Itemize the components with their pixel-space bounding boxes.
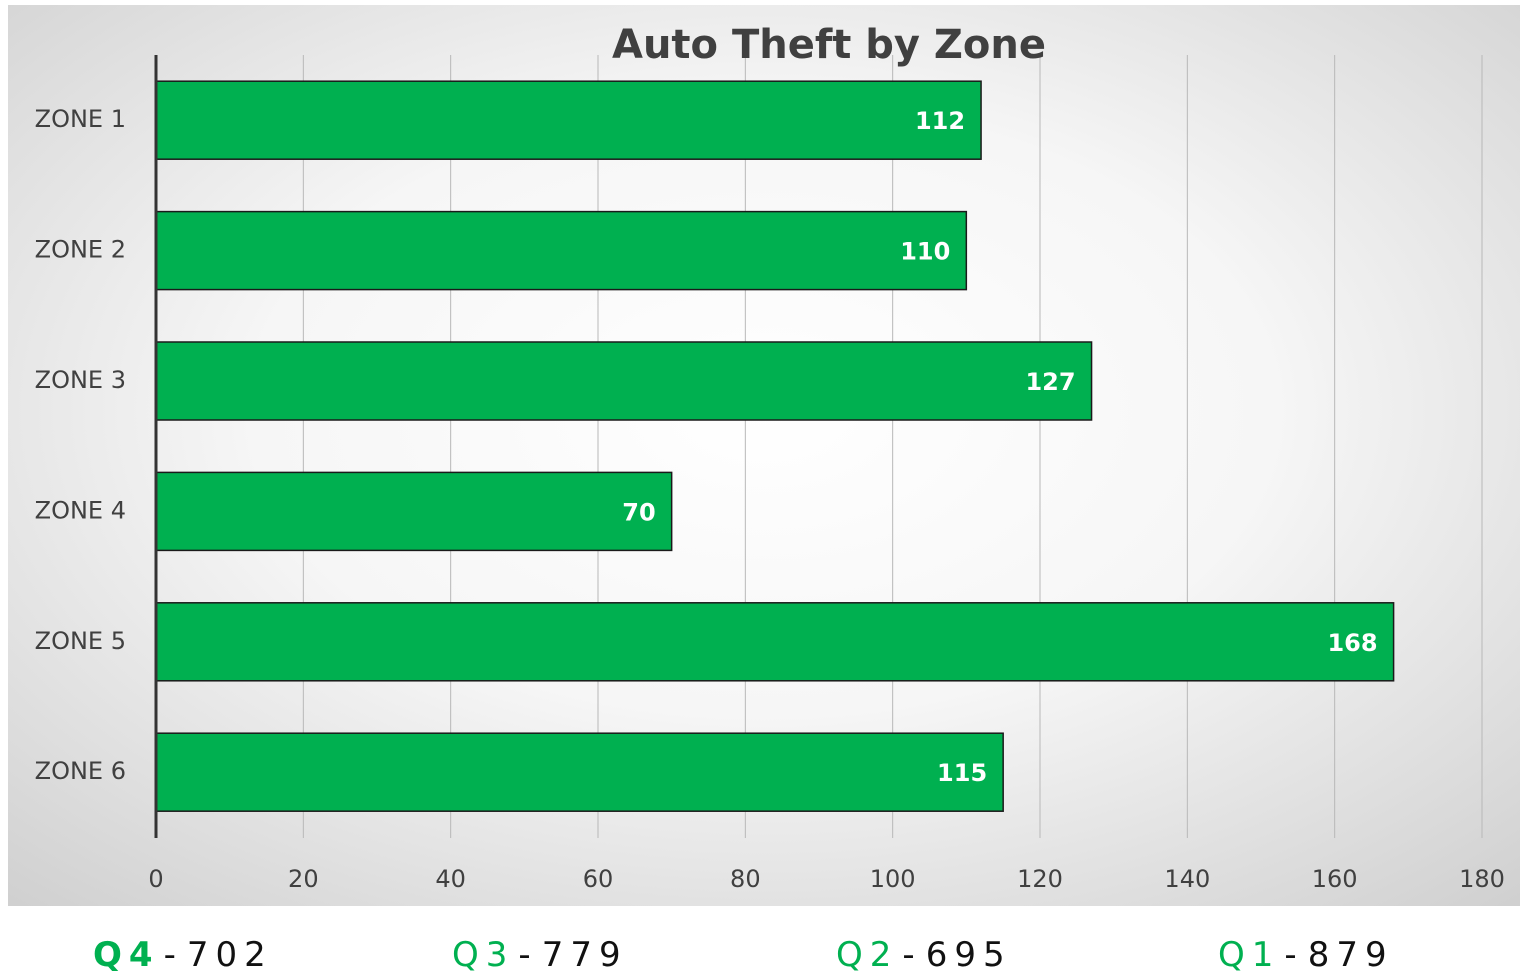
- separator: -: [902, 935, 921, 975]
- y-tick-label: ZONE 4: [35, 496, 126, 524]
- value-label: 115: [937, 759, 987, 787]
- x-tick-label: 140: [1164, 865, 1210, 893]
- y-tick-label: ZONE 6: [35, 757, 126, 785]
- separator: -: [1284, 935, 1303, 975]
- x-tick-label: 120: [1017, 865, 1063, 893]
- separator: -: [518, 935, 537, 975]
- y-tick-label: ZONE 2: [35, 236, 126, 264]
- x-tick-label: 40: [435, 865, 466, 893]
- bar: [155, 210, 968, 291]
- x-tick-label: 80: [730, 865, 761, 893]
- x-tick-label: 20: [288, 865, 319, 893]
- total-value: 702: [187, 935, 273, 975]
- quarter-label: Q2: [836, 935, 898, 975]
- y-tick-label: ZONE 1: [35, 105, 126, 133]
- quarter-total: Q2-695: [836, 935, 1012, 975]
- value-label: 70: [622, 498, 655, 526]
- total-value: 779: [542, 935, 628, 975]
- y-tick-label: ZONE 5: [35, 627, 126, 655]
- quarter-total: Q4-702: [93, 935, 273, 975]
- x-tick-label: 100: [870, 865, 916, 893]
- x-tick-label: 60: [583, 865, 614, 893]
- bar: [155, 602, 1395, 682]
- bar: [155, 732, 1004, 812]
- quarter-label: Q3: [452, 935, 514, 975]
- quarter-total: Q1-879: [1218, 935, 1394, 975]
- total-value: 695: [926, 935, 1012, 975]
- value-label: 112: [915, 107, 965, 135]
- y-tick-label: ZONE 3: [35, 366, 126, 394]
- x-tick-label: 0: [148, 865, 163, 893]
- value-label: 127: [1025, 368, 1075, 396]
- quarter-label: Q4: [93, 935, 160, 975]
- separator: -: [164, 935, 183, 975]
- quarter-label: Q1: [1218, 935, 1280, 975]
- bar: [155, 341, 1093, 421]
- total-value: 879: [1308, 935, 1394, 975]
- bar: [155, 80, 982, 160]
- value-label: 168: [1327, 629, 1377, 657]
- quarter-total: Q3-779: [452, 935, 628, 975]
- chart-title: Auto Theft by Zone: [612, 22, 1046, 68]
- bar: [155, 471, 673, 552]
- value-label: 110: [900, 238, 950, 266]
- x-tick-label: 160: [1312, 865, 1358, 893]
- x-tick-label: 180: [1459, 865, 1505, 893]
